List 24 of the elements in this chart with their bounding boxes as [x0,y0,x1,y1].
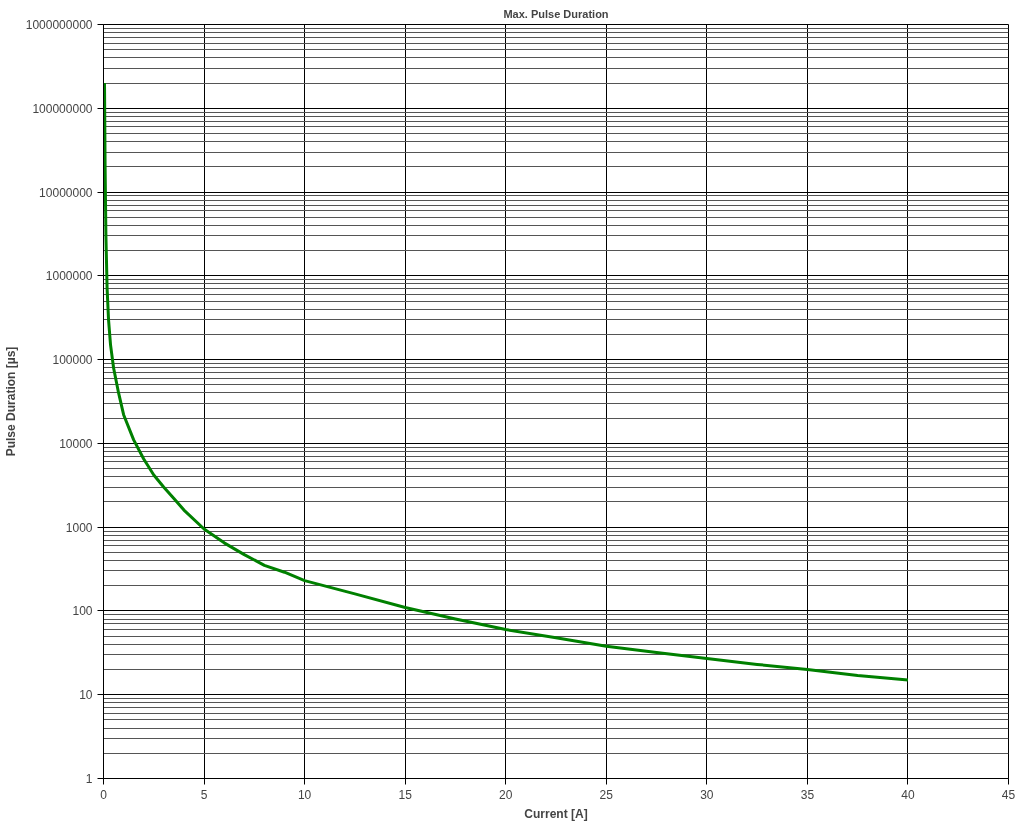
x-tick-label: 5 [200,787,208,802]
x-tick-label: 30 [700,787,714,802]
y-tick-label: 1000000000 [25,18,93,32]
x-tick-label: 20 [499,787,513,802]
x-axis-title: Current [A] [524,806,588,821]
y-tick-label: 100000 [52,353,93,368]
y-tick-label: 10000000 [39,185,93,200]
y-tick-label: 10000 [59,436,93,451]
x-tick-label: 40 [901,787,915,802]
x-tick-label: 25 [599,787,614,802]
y-tick-label: 100000000 [32,101,93,116]
chart-title: Max. Pulse Duration [503,7,609,20]
x-tick-label: 10 [297,787,312,802]
y-tick-label: 1000000 [45,269,93,284]
y-axis-title: Pulse Duration [µs] [3,346,18,457]
line-series [103,81,910,682]
x-tick-label: 15 [398,787,413,802]
x-tick-label: 35 [800,787,815,802]
y-tick-label: 1 [85,772,93,786]
y-tick-label: 100 [72,604,93,619]
y-tick-label: 10 [79,688,93,703]
x-tick-label: 0 [100,787,108,802]
x-tick-label: 45 [1001,787,1016,802]
y-tick-label: 1000 [65,520,93,535]
